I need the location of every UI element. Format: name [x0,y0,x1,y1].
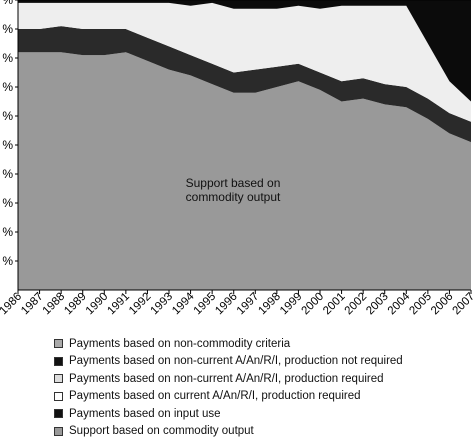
x-tick-label: 2007 [451,291,474,318]
y-tick-label: % [2,22,13,36]
x-tick-label: 1996 [213,291,240,318]
y-tick-label: % [2,138,13,152]
legend-label: Payments based on non-commodity criteria [69,338,290,350]
x-tick-label: 1988 [41,291,68,318]
y-tick-label: % [2,80,13,94]
x-tick-label: 1998 [256,291,283,318]
y-tick-label: % [2,225,13,239]
legend-label: Payments based on non-current A/An/R/I, … [69,373,384,385]
x-tick-label: 1994 [170,290,197,317]
legend-item: Payments based on input use [54,405,403,423]
legend-swatch [54,409,63,418]
x-tick-label: 2001 [321,291,348,318]
x-tick-label: 1990 [84,291,111,318]
x-tick-label: 2000 [300,291,327,318]
x-tick-label: 1993 [149,291,176,318]
legend-label: Payments based on input use [69,408,221,420]
y-tick-label: % [2,109,13,123]
legend-swatch [54,392,63,401]
legend-swatch [54,427,63,436]
x-tick-label: 2004 [386,290,413,317]
legend-label: Support based on commodity output [69,425,254,437]
legend-swatch [54,339,63,348]
chart-annotation: Support based on commodity output [168,176,298,204]
x-tick-label: 2006 [429,291,456,318]
legend-label: Payments based on current A/An/R/I, prod… [69,390,361,402]
x-tick-label: 1992 [127,291,154,318]
legend-item: Payments based on current A/An/R/I, prod… [54,388,403,406]
legend-swatch [54,374,63,383]
legend: Payments based on non-commodity criteria… [54,335,403,440]
legend-item: Payments based on non-current A/An/R/I, … [54,370,403,388]
legend-item: Support based on commodity output [54,423,403,440]
x-tick-label: 1986 [0,291,24,318]
x-tick-label: 1991 [105,291,132,318]
y-tick-label: % [2,196,13,210]
y-tick-label: % [2,51,13,65]
y-tick-label: % [2,0,13,7]
legend-item: Payments based on non-commodity criteria [54,335,403,353]
x-tick-label: 2003 [364,291,391,318]
legend-swatch [54,357,63,366]
x-tick-label: 2005 [407,291,434,318]
y-tick-label: % [2,167,13,181]
legend-label: Payments based on non-current A/An/R/I, … [69,355,403,367]
x-tick-label: 1997 [235,291,262,318]
y-tick-label: % [2,254,13,268]
x-tick-label: 1999 [278,291,305,318]
x-tick-label: 1995 [192,291,219,318]
x-tick-label: 2002 [343,291,370,318]
x-tick-label: 1989 [62,291,89,318]
legend-item: Payments based on non-current A/An/R/I, … [54,353,403,371]
x-tick-label: 1987 [19,291,46,318]
